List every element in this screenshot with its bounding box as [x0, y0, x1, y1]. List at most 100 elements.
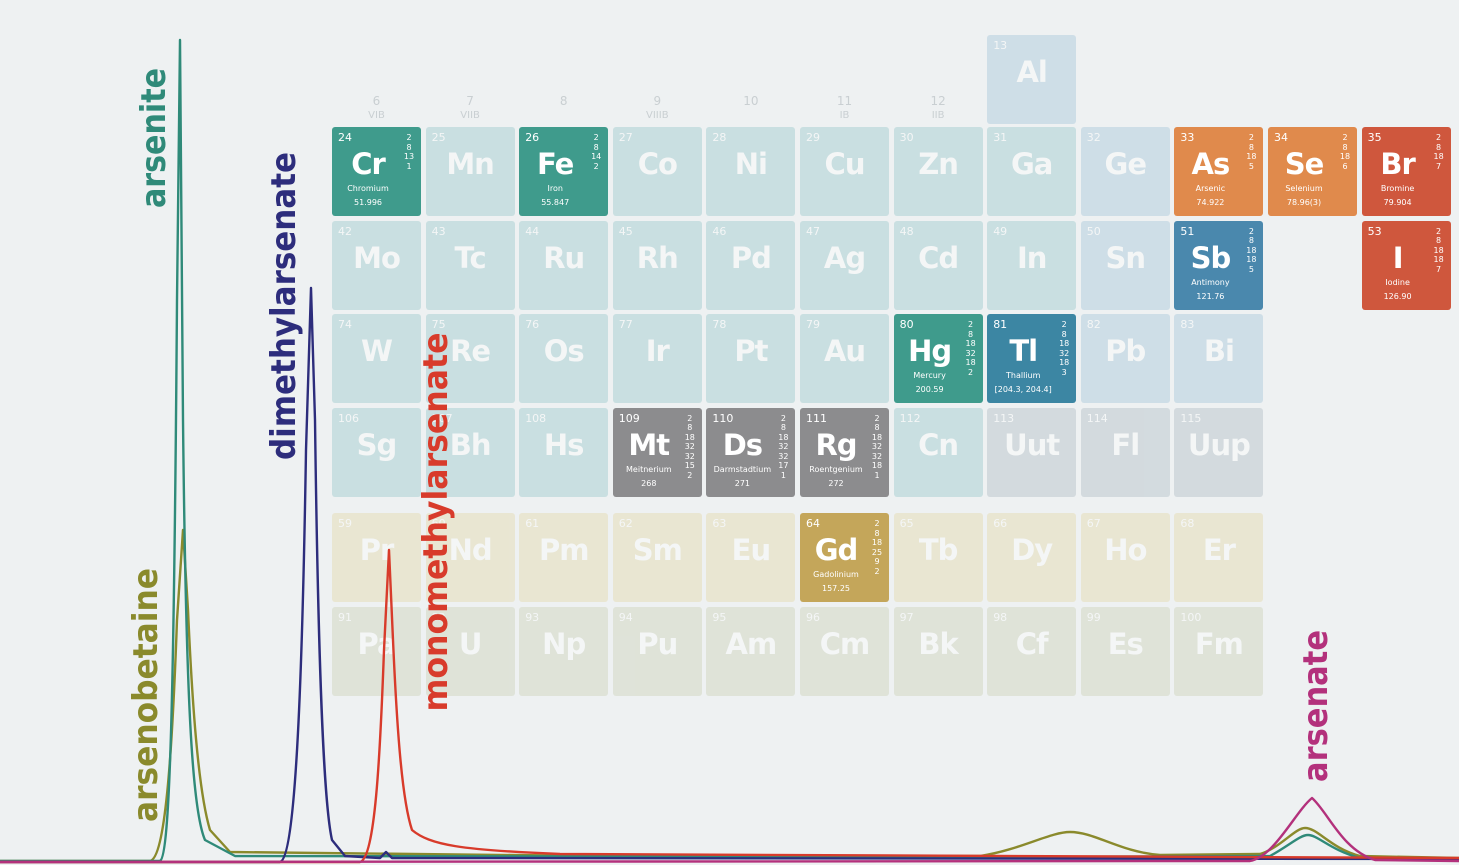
element-symbol: Os [543, 334, 585, 369]
atomic-number: 100 [1180, 610, 1202, 624]
element-tile: 44 Ru [519, 220, 609, 310]
element-symbol: Pd [730, 240, 772, 275]
element-symbol: Au [823, 334, 866, 369]
shell-count: 2 [1436, 226, 1442, 236]
element-tile: 32 Ge [1080, 127, 1170, 216]
element-symbol: Cr [351, 147, 386, 181]
element-symbol: Ds [722, 427, 763, 462]
element-symbol: Ag [823, 240, 866, 275]
shell-count: 2 [874, 566, 880, 576]
atomic-number: 62 [618, 517, 633, 530]
atomic-number: 35 [1367, 131, 1382, 144]
shell-count: 18 [1246, 255, 1257, 265]
element-tile: 100 Fm [1174, 606, 1264, 696]
shell-count: 5 [1248, 264, 1254, 274]
element-symbol: Ho [1104, 533, 1147, 567]
element-symbol: Cd [918, 240, 959, 275]
shell-count: 2 [874, 413, 880, 423]
shell-count: 6 [1342, 161, 1348, 171]
element-name: Gadolinium [813, 570, 859, 579]
atomic-mass: 51.996 [354, 198, 382, 207]
element-tile: 53 I Iodine 126.90 2 8 18 18 7 [1361, 220, 1451, 310]
shell-count: 18 [778, 432, 789, 442]
atomic-mass: 272 [828, 478, 844, 488]
group-roman: IB [839, 110, 850, 121]
atomic-number: 78 [712, 318, 727, 332]
shell-count: 3 [1061, 367, 1067, 377]
shell-count: 32 [871, 451, 883, 461]
element-tile: 108 Hs [519, 407, 609, 497]
element-symbol: Br [1380, 147, 1415, 181]
atomic-number: 98 [993, 610, 1008, 624]
atomic-number: 26 [525, 131, 540, 144]
element-tile: 31 Ga [987, 127, 1077, 216]
shell-count: 2 [874, 519, 880, 528]
shell-count: 32 [778, 442, 789, 452]
element-symbol: Sb [1190, 240, 1232, 275]
element-symbol: Ir [645, 334, 670, 369]
element-symbol: Ga [1011, 147, 1053, 181]
atomic-number: 99 [1086, 610, 1101, 624]
element-symbol: Mo [353, 240, 401, 275]
element-symbol: Np [542, 626, 586, 661]
electron-shells: 2 8 18 7 [1432, 133, 1446, 171]
element-tile: 114 Fl [1080, 407, 1170, 497]
atomic-number: 47 [806, 224, 820, 238]
element-symbol: Cu [824, 147, 866, 181]
atomic-number: 108 [525, 411, 547, 425]
shell-count: 18 [1339, 152, 1351, 161]
element-symbol: Nd [448, 533, 493, 567]
atomic-mass: 55.847 [541, 198, 570, 207]
element-symbol: Er [1202, 533, 1236, 567]
element-tile: 35 Br Bromine 79.904 2 8 18 7 [1361, 127, 1451, 216]
element-tile: 109 Mt Meitnerium 268 2 8 18 32 32 15 2 [612, 407, 702, 497]
atomic-number: 111 [806, 411, 827, 425]
element-tile: 93 Np [519, 606, 609, 696]
element-symbol: Es [1107, 626, 1144, 661]
shell-count: 2 [968, 367, 974, 377]
element-symbol: Zn [918, 147, 959, 181]
atomic-number: 74 [338, 318, 352, 332]
element-symbol: Sn [1105, 240, 1147, 275]
element-tile: 26 Fe Iron 55.847 2 8 14 2 [519, 127, 609, 216]
element-symbol: Cm [819, 626, 871, 661]
trace-dimethylarsenate [0, 286, 1459, 864]
atomic-number: 64 [806, 517, 820, 530]
shell-count: 18 [1433, 255, 1444, 265]
shell-count: 1 [874, 470, 880, 480]
atomic-number: 59 [338, 517, 352, 530]
group-roman: VIIIB [646, 110, 669, 121]
shell-count: 8 [780, 423, 786, 433]
electron-shells: 2 8 18 6 [1338, 133, 1352, 171]
shell-count: 7 [1436, 161, 1442, 171]
atomic-number: 29 [806, 131, 820, 144]
atomic-number: 91 [338, 610, 352, 624]
element-tile: 92 U [425, 606, 515, 696]
shell-count: 25 [871, 547, 883, 557]
element-tile: 61 Pm [519, 513, 609, 602]
atomic-number: 24 [338, 131, 352, 144]
element-symbol: Hg [908, 334, 952, 369]
element-tile: 98 Cf [987, 606, 1077, 696]
shell-count: 8 [1436, 236, 1442, 246]
shell-count: 13 [403, 152, 415, 161]
element-symbol: Co [637, 147, 678, 181]
element-symbol: U [458, 626, 483, 661]
atomic-number: 42 [338, 224, 352, 238]
shell-count: 8 [1436, 142, 1442, 152]
element-symbol: Fm [1194, 626, 1244, 661]
shell-count: 2 [687, 413, 693, 423]
element-tile: 77 Ir [612, 314, 702, 404]
atomic-number: 76 [525, 318, 540, 332]
shell-count: 2 [1248, 226, 1254, 236]
element-symbol: Am [725, 626, 778, 661]
electron-shells: 2 8 18 32 32 15 2 [683, 414, 697, 481]
shell-count: 8 [968, 329, 974, 339]
atomic-number: 43 [431, 224, 446, 238]
atomic-mass: 74.922 [1196, 198, 1225, 207]
shell-count: 5 [1248, 161, 1254, 171]
element-tile: 28 Ni [706, 127, 796, 216]
atomic-mass: 121.76 [1196, 291, 1225, 301]
shell-count: 32 [1059, 348, 1070, 358]
